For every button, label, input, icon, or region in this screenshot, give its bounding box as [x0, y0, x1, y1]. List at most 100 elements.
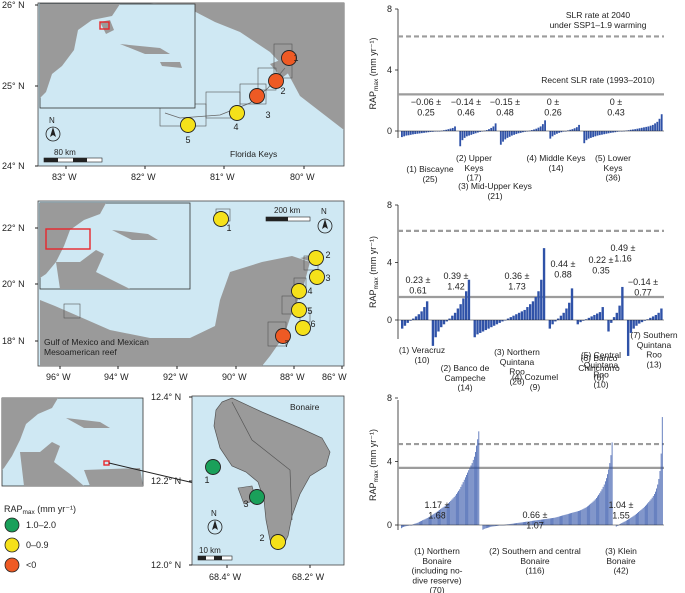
data-bar: [542, 519, 543, 525]
data-bar: [523, 309, 526, 320]
data-bar: [423, 307, 426, 320]
data-bar: [449, 501, 451, 525]
group-stat-label: 0.23 ±0.61: [406, 275, 431, 295]
chart-mexico: 8 4 0 RAPmax (mm yr⁻¹) 0.23 ±0.61 (1) Veracru…: [368, 200, 678, 393]
data-bar: [524, 521, 525, 525]
data-bar: [432, 514, 434, 525]
group-stat-label-line: −0.15 ±: [490, 97, 520, 107]
data-bar: [647, 503, 649, 525]
data-bar: [445, 129, 448, 131]
y-axis-label: RAPmax (mm yr⁻¹): [368, 236, 380, 308]
data-bar: [547, 518, 549, 525]
data-bar: [632, 516, 634, 525]
data-bar: [571, 129, 574, 131]
data-bar: [407, 525, 409, 526]
florida-site-marker: [281, 50, 297, 66]
data-bar: [649, 500, 651, 525]
group-stat-label-line: 1.17 ±: [425, 500, 450, 510]
group-label-line: (10): [414, 355, 429, 365]
mexico-title-line1: Gulf of Mexico and Mexican: [44, 337, 149, 347]
data-bar: [456, 308, 460, 320]
group-stat-label: 0.22 ±0.35: [589, 255, 614, 275]
data-bar: [433, 513, 435, 525]
data-bar: [587, 131, 590, 139]
data-bar: [590, 316, 593, 320]
y-axis-label-main: RAP: [368, 483, 378, 502]
data-bar: [454, 495, 456, 525]
data-bar: [598, 131, 601, 136]
data-bar: [614, 131, 617, 133]
data-bar: [593, 314, 596, 320]
site-legend: RAPmax (mm yr⁻¹) 1.0–2.0 0–0.9 <0: [4, 504, 76, 573]
bonaire-north-arrow: N: [207, 509, 223, 535]
bonaire-lon-684: 68.4° W: [209, 572, 242, 582]
group-stat-label-line: 0.48: [496, 107, 514, 117]
group-label-line: (1) Northern: [414, 546, 460, 556]
data-bar: [615, 525, 617, 527]
data-bar: [543, 519, 544, 525]
legend-label-line: 1.0–2.0: [26, 520, 56, 530]
group-stat-label-line: 0.44 ±: [551, 259, 576, 269]
data-bar: [417, 522, 419, 525]
data-bar: [418, 131, 421, 134]
data-bar: [457, 492, 458, 525]
data-bar: [643, 320, 646, 321]
data-bar: [585, 507, 587, 525]
y-tick-label: 8: [387, 393, 392, 403]
data-bar: [548, 518, 550, 525]
data-bar: [615, 312, 619, 320]
data-bar: [544, 120, 546, 131]
data-bar: [413, 524, 415, 525]
data-bar: [431, 515, 433, 525]
data-bar: [448, 503, 449, 525]
group-label-line: (17): [466, 173, 481, 183]
recent-slr-label: Recent SLR rate (1993–2010): [541, 75, 655, 85]
data-bar: [585, 131, 588, 141]
data-bar: [654, 123, 656, 131]
group-stat-label-line: 0.66 ±: [523, 510, 548, 520]
data-bar: [406, 320, 409, 323]
data-bar: [651, 316, 655, 320]
data-bar: [489, 525, 491, 528]
data-bar: [656, 488, 657, 525]
data-bar: [471, 463, 473, 525]
data-bar: [575, 511, 577, 525]
group-label-line: (116): [525, 566, 544, 576]
data-bar: [487, 320, 490, 329]
data-bar: [530, 130, 533, 131]
data-bar: [591, 502, 593, 525]
data-bar: [530, 521, 532, 525]
mexico-site-number-line: 6: [310, 319, 315, 329]
group-stat-label: 0.66 ±1.07: [523, 510, 548, 530]
data-bar: [414, 131, 417, 135]
data-bar: [479, 320, 482, 333]
data-bar: [636, 128, 639, 131]
group-label-line: (14): [548, 163, 563, 173]
data-bar: [429, 131, 432, 132]
data-bar: [589, 504, 590, 525]
data-bar: [465, 477, 466, 525]
y-tick-label-line: 4: [387, 65, 392, 75]
data-bar: [476, 445, 477, 525]
data-bar: [465, 131, 468, 137]
data-bar: [405, 525, 407, 527]
mexico-site-number-line: 7: [284, 339, 289, 349]
data-bar: [418, 521, 420, 525]
data-bar: [621, 523, 623, 525]
data-bar: [423, 131, 425, 133]
data-bar: [659, 471, 661, 525]
data-bar: [506, 131, 509, 138]
data-bar: [469, 467, 471, 525]
data-bar: [539, 126, 542, 131]
data-bar: [631, 517, 633, 525]
data-bar: [602, 486, 604, 525]
data-bar: [467, 279, 471, 320]
florida-north-arrow: N: [45, 116, 61, 142]
data-bar: [625, 520, 627, 525]
group-label: (2) Southern and central Bonaire (116): [489, 546, 581, 576]
group-label: (3) Northern Quintana Roo (26): [494, 347, 540, 386]
data-bar: [494, 525, 496, 527]
data-bar: [549, 518, 551, 525]
data-bar: [658, 478, 660, 525]
data-bar: [650, 499, 652, 525]
